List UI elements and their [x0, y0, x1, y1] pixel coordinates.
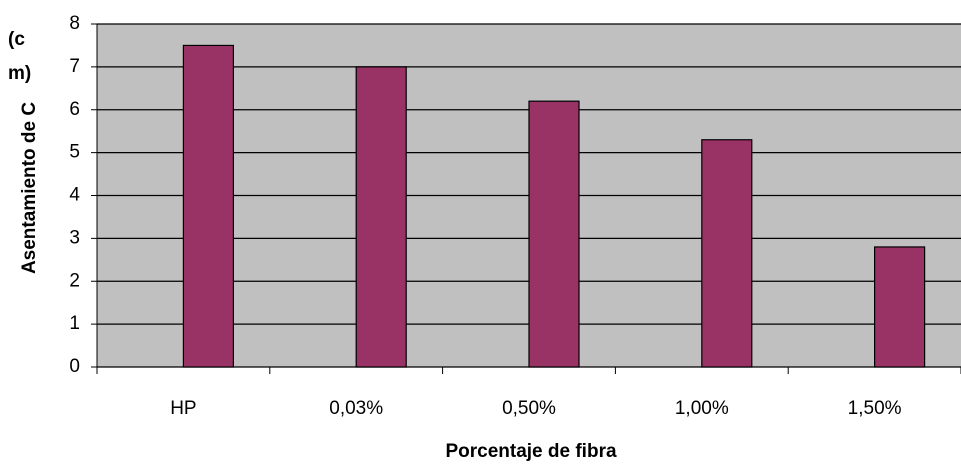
x-tick-label: 1,50% [848, 398, 902, 419]
y-tick-label: 5 [69, 142, 80, 163]
y-tick-label: 1 [69, 313, 80, 334]
x-tick-label: 0,03% [329, 398, 383, 419]
bar [182, 44, 234, 368]
x-axis-label: Porcentaje de fibra [445, 441, 616, 462]
y-tick-label: 8 [69, 13, 80, 34]
bar [355, 66, 407, 368]
y-tick-label: 0 [69, 356, 80, 377]
y-tick-label: 2 [69, 270, 80, 291]
bar [873, 246, 926, 368]
y-axis-label: Asentamiento de C [19, 102, 40, 274]
x-tick-label: HP [170, 398, 196, 419]
y-tick-label: 3 [69, 227, 80, 248]
y-tick-label: 7 [69, 56, 80, 77]
y-axis-unit: m) [8, 63, 31, 84]
x-tick-label: 0,50% [502, 398, 556, 419]
bar [701, 139, 753, 368]
y-tick-label: 4 [69, 185, 80, 206]
bar [528, 100, 580, 368]
y-tick-label: 6 [69, 99, 80, 120]
x-tick-label: 1,00% [675, 398, 729, 419]
y-axis-unit: (c [8, 29, 25, 50]
